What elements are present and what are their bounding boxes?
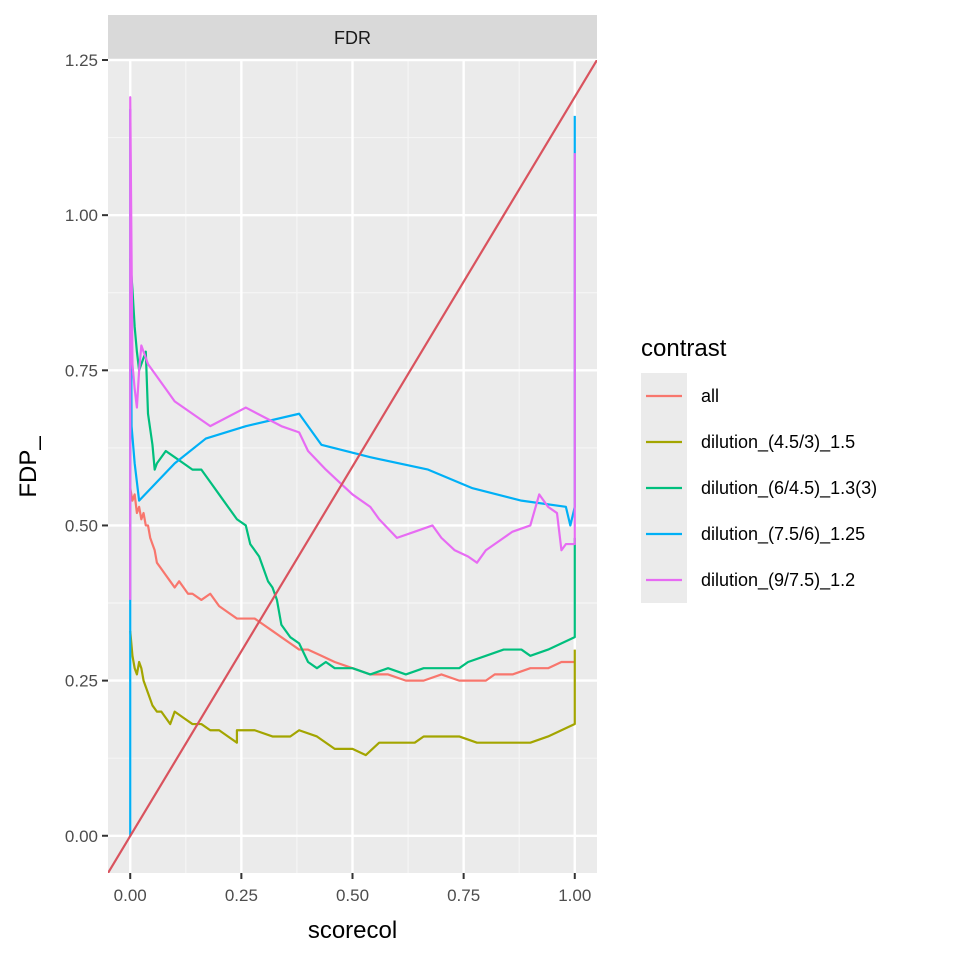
legend-title: contrast — [641, 335, 727, 362]
x-tick-label: 0.25 — [225, 886, 258, 905]
x-tick-label: 1.00 — [558, 886, 591, 905]
y-tick-label: 1.25 — [65, 51, 98, 70]
facet-label: FDR — [334, 28, 371, 48]
x-tick-label: 0.50 — [336, 886, 369, 905]
y-tick-label: 0.50 — [65, 516, 98, 535]
series-line — [129, 488, 575, 682]
facet-strip — [108, 15, 597, 60]
series-line — [129, 108, 576, 836]
x-axis-title: scorecol — [308, 917, 397, 944]
y-tick-label: 0.00 — [65, 827, 98, 846]
x-tick-label: 0.00 — [114, 886, 147, 905]
series-layer — [108, 60, 597, 873]
axis-ticks: 0.00 0.25 0.50 0.75 1.00 0.00 0.25 0.50 0.75 1.00… — [65, 51, 591, 905]
series-line — [129, 258, 576, 676]
y-tick-label: 0.75 — [65, 361, 98, 380]
legend-label: dilution_(4.5/3)_1.5 — [701, 432, 855, 453]
legend-items: all dilution_(4.5/3)_1.5 dilution_(6/4.5)_… — [641, 373, 877, 603]
reference-line — [108, 60, 597, 873]
y-tick-label: 1.00 — [65, 206, 98, 225]
legend-label: dilution_(9/7.5)_1.2 — [701, 570, 855, 591]
legend-label: dilution_(6/4.5)_1.3(3) — [701, 478, 877, 499]
legend: contrast all dilution_(4.5/3)_1.5 dilution… — [641, 335, 877, 603]
legend-label: dilution_(7.5/6)_1.25 — [701, 524, 865, 545]
y-tick-label: 0.25 — [65, 672, 98, 691]
y-axis-title: FDP_ — [15, 436, 42, 498]
legend-label: all — [701, 386, 719, 406]
series-line — [129, 630, 576, 757]
series-line — [129, 96, 576, 600]
x-tick-label: 0.75 — [447, 886, 480, 905]
